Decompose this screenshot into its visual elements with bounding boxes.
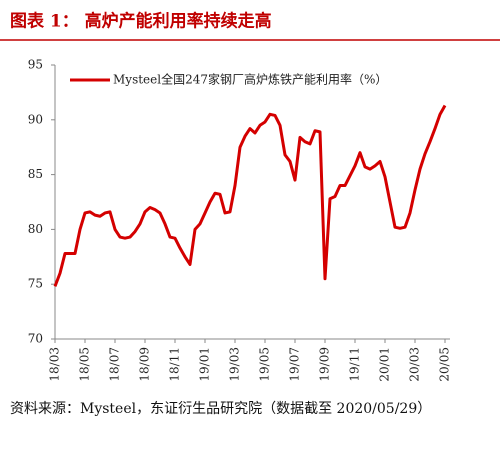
x-tick-label: 18/09 bbox=[138, 347, 152, 382]
x-tick-label: 18/03 bbox=[48, 347, 62, 382]
x-tick-label: 19/09 bbox=[318, 347, 332, 382]
x-tick-label: 20/03 bbox=[408, 347, 422, 382]
chart-title: 图表 1： 高炉产能利用率持续走高 bbox=[10, 11, 272, 32]
x-tick-label: 19/03 bbox=[228, 347, 242, 382]
x-tick-label: 18/05 bbox=[78, 347, 92, 382]
y-tick-label: 70 bbox=[28, 332, 43, 346]
data-line bbox=[53, 104, 447, 287]
y-tick-label: 75 bbox=[28, 277, 43, 291]
x-tick-label: 19/01 bbox=[198, 347, 212, 382]
y-tick-label: 80 bbox=[28, 222, 43, 236]
x-tick-label: 19/05 bbox=[258, 347, 272, 382]
x-tick-label: 18/11 bbox=[168, 347, 182, 382]
y-tick-label: 95 bbox=[28, 58, 43, 72]
x-tick-label: 20/01 bbox=[378, 347, 392, 382]
x-tick-label: 19/11 bbox=[348, 347, 362, 382]
source-note: 资料来源：Mysteel，东证衍生品研究院（数据截至 2020/05/29） bbox=[10, 401, 431, 417]
x-tick-label: 18/07 bbox=[108, 347, 122, 382]
y-tick-label: 90 bbox=[28, 112, 43, 126]
x-tick-label: 19/07 bbox=[288, 347, 302, 382]
x-tick-label: 20/05 bbox=[438, 347, 452, 382]
y-tick-label: 85 bbox=[28, 167, 43, 181]
legend-label: Mysteel全国247家钢厂高炉炼铁产能利用率（%） bbox=[113, 72, 387, 87]
